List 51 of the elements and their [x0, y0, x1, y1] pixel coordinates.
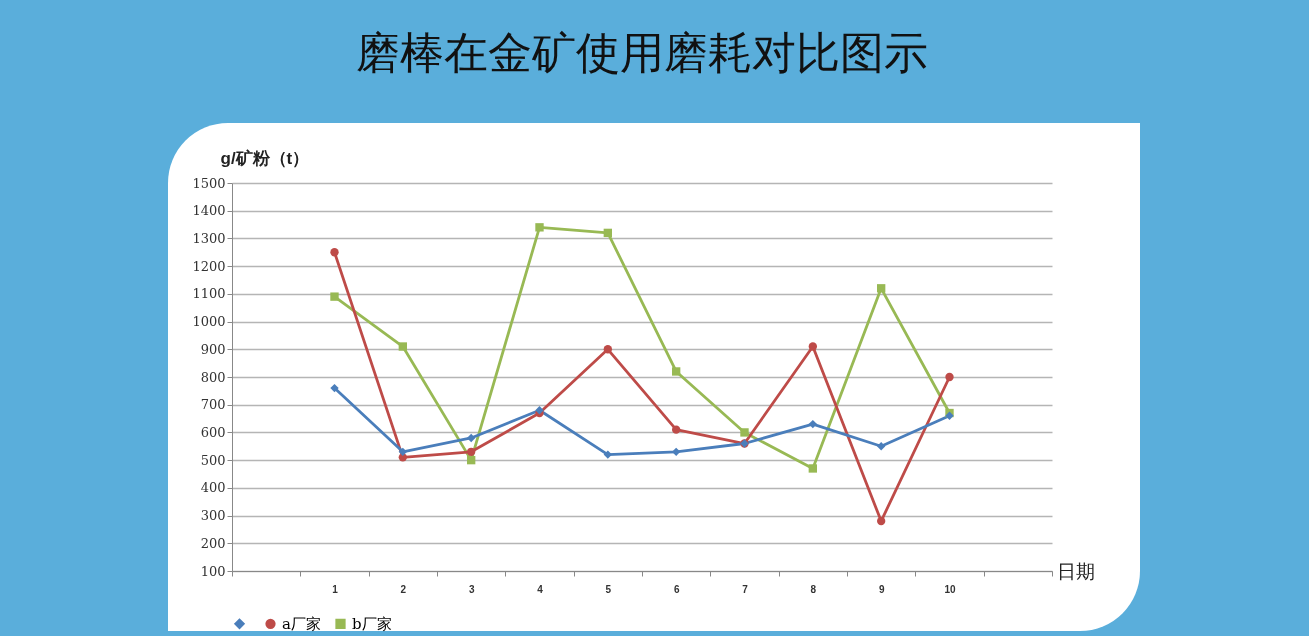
- point: [876, 516, 886, 526]
- y-tick-label: 800: [200, 369, 226, 385]
- y-tick-label: 200: [200, 535, 226, 551]
- x-tick-label: 3: [468, 583, 475, 595]
- point: [808, 464, 818, 473]
- point: [398, 447, 408, 457]
- y-tick-label: 1400: [192, 203, 226, 219]
- x-tick-label: 6: [673, 583, 680, 595]
- point: [603, 345, 613, 354]
- x-tick-label: 2: [400, 583, 407, 595]
- y-tick-label: 300: [200, 508, 226, 524]
- x-tick-label: 10: [944, 583, 956, 595]
- y-tick-label: 700: [200, 397, 226, 413]
- y-tick-label: 1000: [192, 314, 226, 330]
- y-tick-label: 100: [200, 563, 226, 579]
- y-axis-title: g/矿粉（t）: [220, 148, 310, 168]
- y-tick-label: 900: [200, 341, 226, 357]
- point: [330, 383, 339, 393]
- point: [808, 342, 818, 351]
- point: [876, 284, 886, 293]
- y-tick-label: 1500: [192, 175, 226, 191]
- x-tick-label: 7: [742, 583, 749, 595]
- legend-label: b厂家: [352, 614, 392, 633]
- y-tick-label: 400: [200, 480, 226, 496]
- point: [535, 223, 544, 232]
- point: [466, 447, 476, 456]
- y-tick-label: 600: [200, 424, 226, 440]
- point: [876, 442, 886, 451]
- x-axis-title: 日期: [1056, 560, 1095, 582]
- point: [398, 342, 408, 351]
- x-tick-label: 9: [878, 583, 885, 595]
- point: [330, 292, 339, 301]
- point: [671, 367, 681, 376]
- point: [466, 455, 476, 465]
- point: [671, 425, 681, 434]
- y-tick-label: 500: [200, 452, 226, 468]
- legend-label: a厂家: [282, 614, 321, 633]
- point: [466, 433, 476, 443]
- chart-title: 磨棒在金矿使用磨耗对比图示: [356, 29, 928, 78]
- x-tick-label: 1: [332, 583, 339, 595]
- point: [330, 248, 339, 257]
- point: [808, 419, 818, 429]
- y-tick-label: 1100: [192, 286, 226, 302]
- point: [740, 428, 749, 437]
- x-tick-label: 5: [605, 583, 612, 595]
- x-tick-label: 8: [810, 583, 817, 595]
- point: [945, 372, 954, 382]
- x-tick-label: 4: [537, 583, 544, 595]
- y-tick-label: 1200: [192, 258, 226, 274]
- y-tick-label: 1300: [192, 230, 226, 246]
- point: [603, 228, 613, 238]
